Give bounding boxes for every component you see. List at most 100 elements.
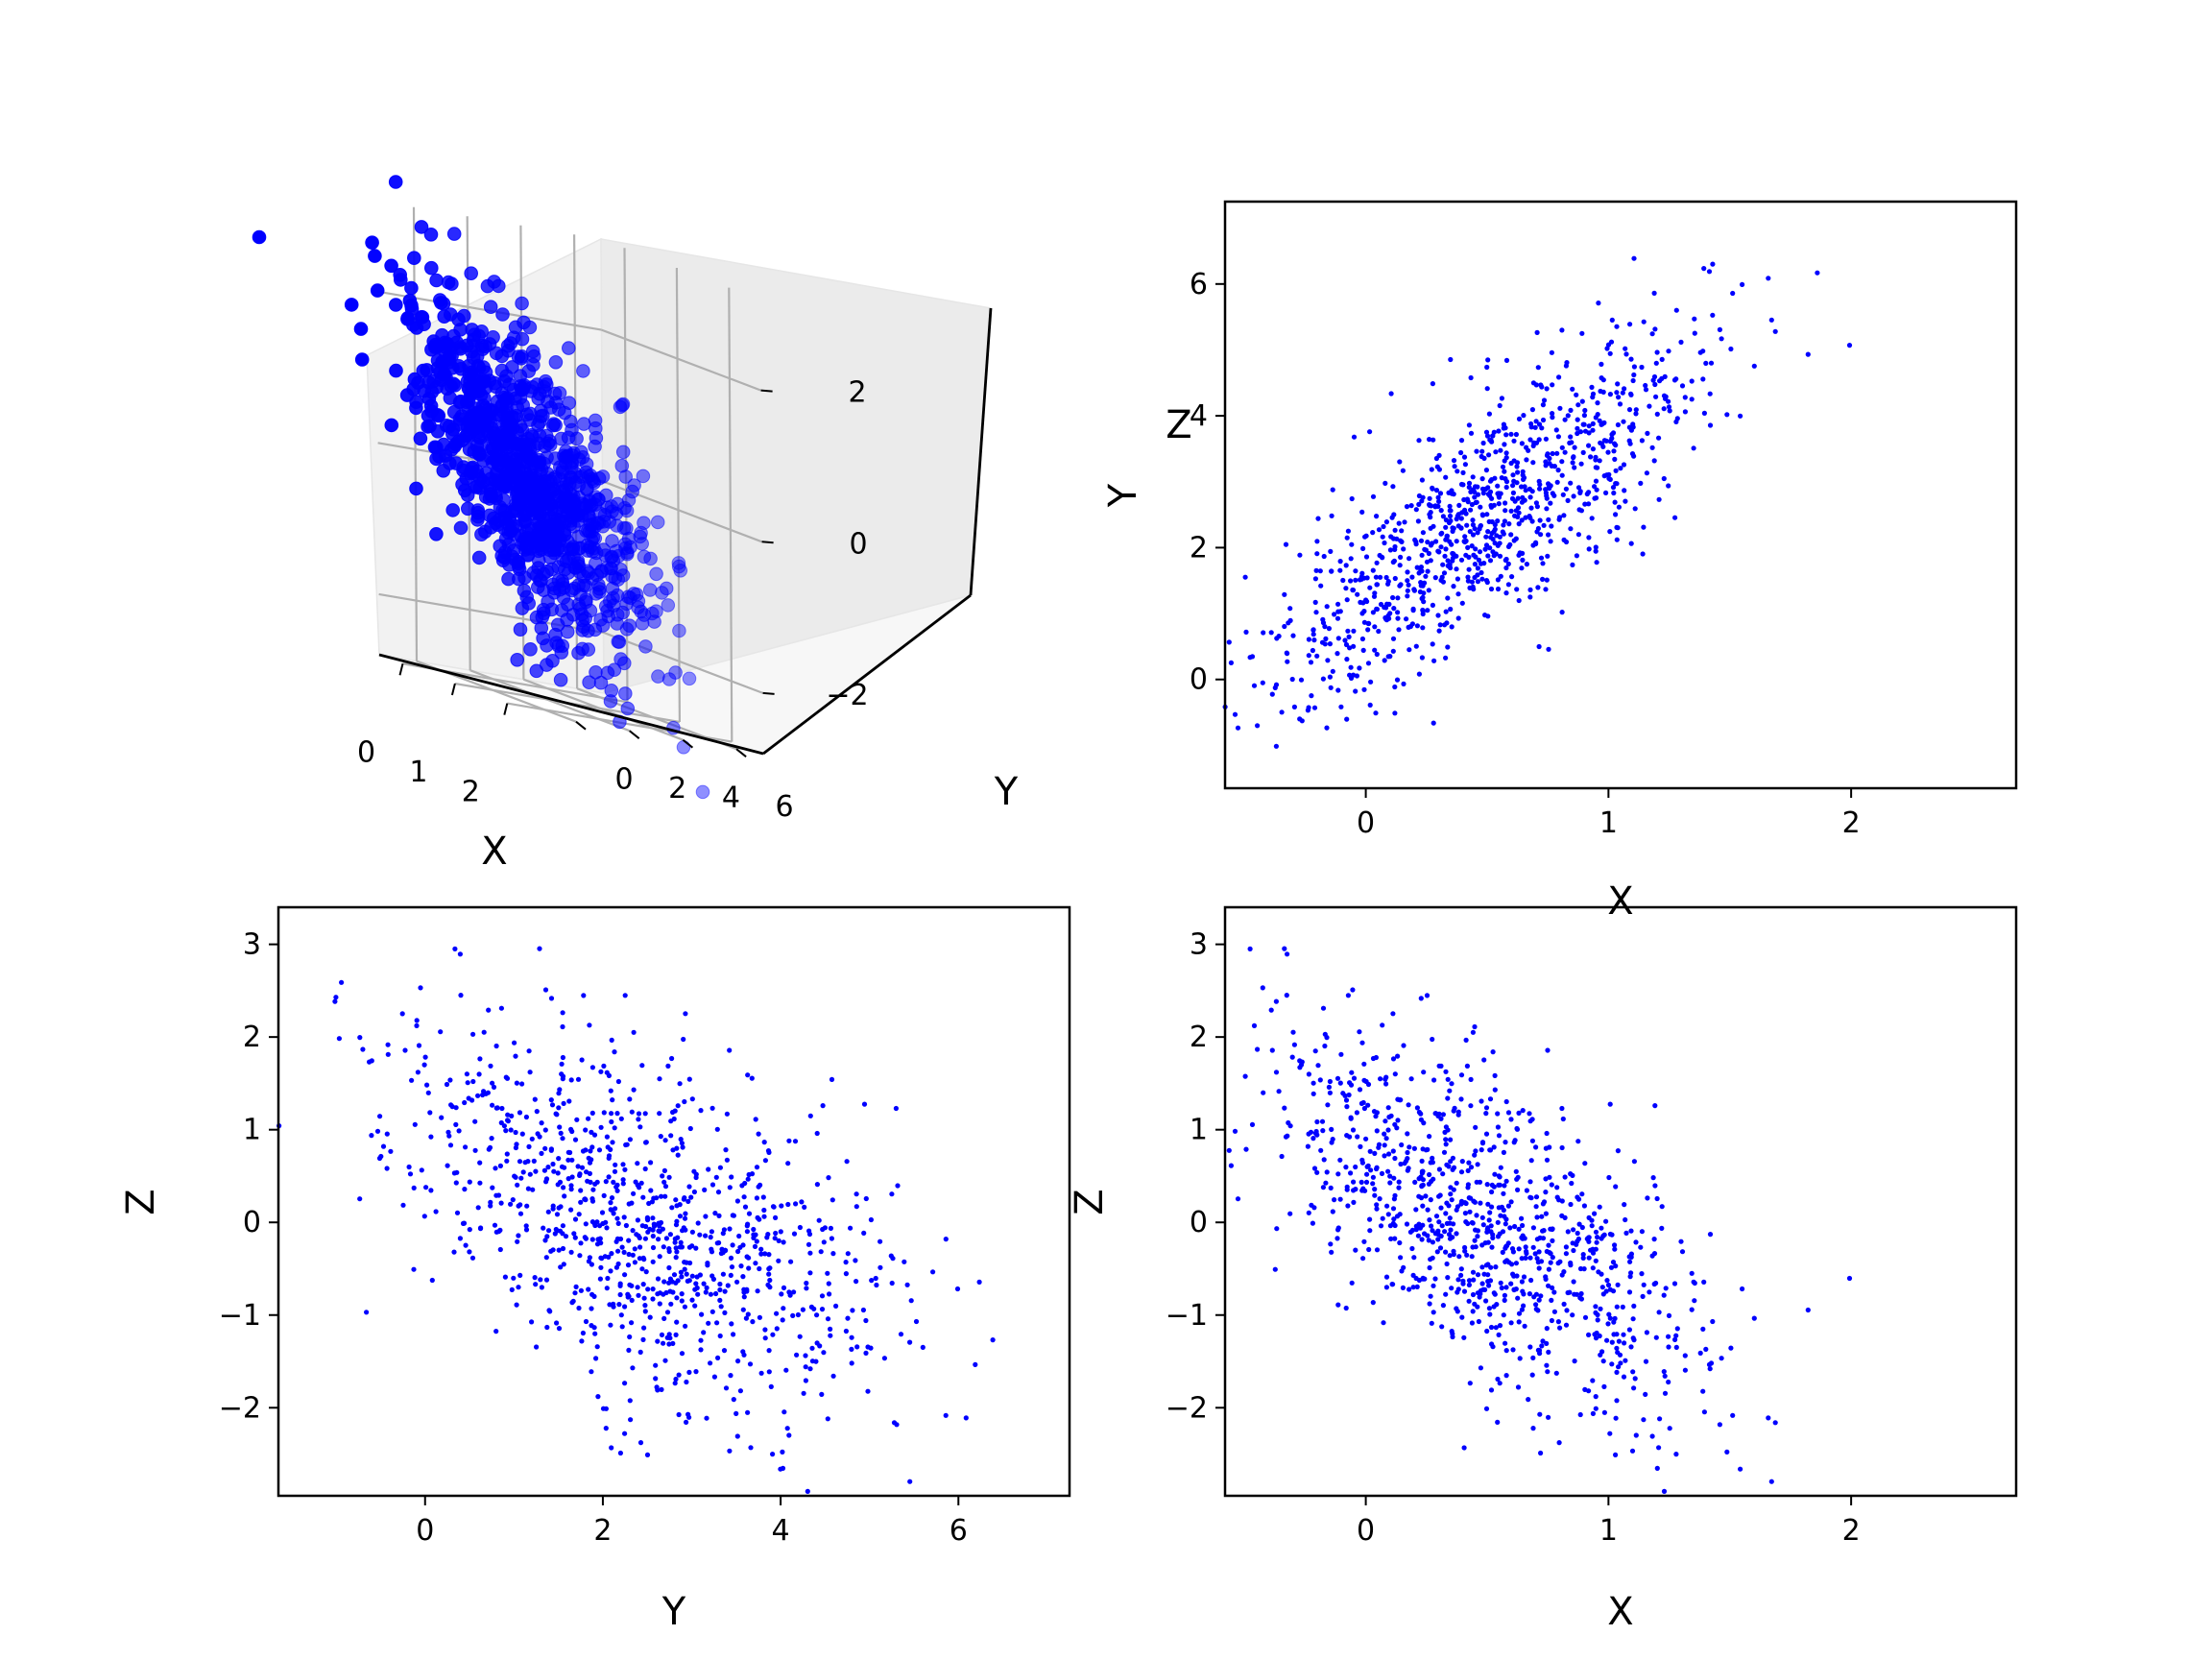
scatter-point-3d <box>605 534 619 548</box>
scatter-point <box>679 1351 685 1357</box>
scatter-point <box>1430 1239 1435 1245</box>
scatter-point <box>1616 1338 1622 1344</box>
scatter-point <box>532 1096 538 1102</box>
grid-line-x-back <box>728 287 733 742</box>
scatter-point <box>1335 1171 1341 1177</box>
scatter-point <box>1615 1148 1621 1154</box>
scatter-point <box>682 1098 687 1105</box>
scatter-point <box>457 1236 463 1241</box>
scatter-point <box>1582 1386 1588 1392</box>
scatter-point <box>1483 468 1489 473</box>
scatter-point <box>604 1225 610 1231</box>
scatter-point <box>630 1228 636 1234</box>
scatter-point <box>718 1250 725 1257</box>
scatter-point <box>1384 1203 1390 1209</box>
scatter-point <box>1503 450 1509 456</box>
scatter-point <box>698 1108 704 1114</box>
scatter-point <box>863 1317 869 1324</box>
scatter-point <box>1360 1256 1366 1262</box>
scatter-point <box>1358 1143 1363 1149</box>
scatter-point <box>1273 1070 1280 1075</box>
scatter-point <box>1751 363 1757 369</box>
scatter-point <box>1458 1272 1464 1278</box>
scatter-point <box>1724 1449 1730 1455</box>
scatter-point <box>1367 1148 1373 1154</box>
scatter-point <box>1443 1249 1449 1255</box>
scatter-point <box>1481 1057 1487 1063</box>
scatter-point <box>1359 1160 1365 1166</box>
scatter-point <box>1478 1200 1483 1206</box>
scatter-point <box>1421 1120 1427 1126</box>
scatter-point <box>717 1281 723 1287</box>
scatter-point <box>849 1346 854 1352</box>
scatter-point <box>1570 1312 1575 1318</box>
scatter-point <box>580 1330 587 1336</box>
scatter-point <box>1351 628 1357 634</box>
scatter-point <box>780 1449 785 1455</box>
scatter-point <box>604 1070 610 1075</box>
y-tick-label: 2 <box>243 1021 261 1054</box>
scatter-point-3d <box>651 669 665 684</box>
scatter-point <box>1330 668 1335 674</box>
scatter-point <box>1420 607 1426 613</box>
scatter-point <box>1472 1301 1478 1307</box>
scatter-point <box>1674 1326 1680 1332</box>
scatter-point <box>1392 684 1398 690</box>
scatter-point <box>1622 386 1627 392</box>
scatter-point <box>1503 1221 1508 1227</box>
scatter-point <box>1543 1176 1549 1182</box>
scatter-point <box>1428 1197 1433 1203</box>
scatter-point <box>543 1277 550 1283</box>
scatter-point <box>1466 566 1472 572</box>
scatter-point <box>1692 1298 1697 1304</box>
scatter-point <box>731 1397 736 1403</box>
scatter-point <box>792 1139 799 1144</box>
scatter-point <box>1490 1235 1496 1240</box>
scatter-point <box>1527 1179 1533 1185</box>
scatter-point <box>761 1214 767 1219</box>
scatter-point <box>1526 447 1531 453</box>
scatter-point <box>758 1251 764 1257</box>
scatter-point <box>550 1206 556 1212</box>
points-xz <box>1226 946 1853 1494</box>
scatter-point <box>514 1080 520 1086</box>
scatter-point <box>1678 1238 1684 1244</box>
scatter-point <box>806 1228 812 1234</box>
scatter-point <box>1492 475 1498 481</box>
scatter-point <box>537 1134 542 1140</box>
scatter-point <box>1315 516 1321 521</box>
scatter-point <box>628 1417 634 1423</box>
scatter-point <box>1556 374 1562 380</box>
scatter-point <box>1508 1117 1514 1122</box>
scatter-point <box>1414 565 1420 570</box>
scatter-point <box>1682 395 1688 400</box>
scatter-point <box>1475 572 1480 578</box>
scatter-point-3d <box>671 559 686 574</box>
scatter-point <box>1299 1059 1305 1065</box>
scatter-point <box>825 1316 831 1322</box>
scatter-point <box>1314 1169 1320 1175</box>
scatter-point <box>1486 518 1492 525</box>
scatter-point-3d <box>618 686 633 701</box>
scatter-point <box>674 1203 680 1209</box>
scatter-point <box>1496 491 1502 496</box>
scatter-point <box>1615 381 1621 387</box>
scatter-point <box>762 1158 769 1164</box>
scatter-point <box>1497 1182 1503 1188</box>
scatter-point <box>1462 539 1468 545</box>
scatter-point <box>667 1288 673 1294</box>
scatter-point <box>1398 582 1404 588</box>
scatter-point <box>898 1332 904 1337</box>
scatter-point <box>1551 464 1557 469</box>
scatter-point <box>713 1174 719 1180</box>
scatter-point <box>508 1201 514 1207</box>
scatter-point <box>692 1303 698 1309</box>
scatter-point <box>642 1166 648 1172</box>
scatter-point <box>1419 1184 1425 1190</box>
scatter-point <box>1475 1272 1481 1278</box>
scatter-point <box>1524 562 1529 567</box>
scatter-point <box>1519 1279 1525 1285</box>
scatter-point <box>1318 1147 1324 1153</box>
scatter-point <box>1496 428 1502 434</box>
